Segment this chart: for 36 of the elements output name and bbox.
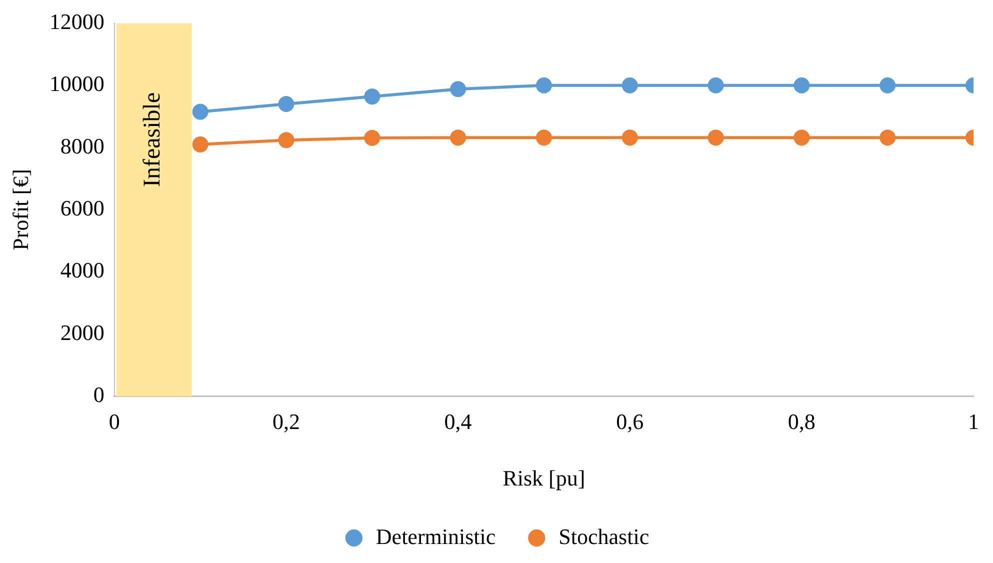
point (708, 77, 724, 94)
point (880, 77, 896, 94)
y-tick-label: 12000 (49, 8, 104, 34)
point (192, 136, 208, 152)
y-tick-label: 4000 (60, 258, 104, 283)
point (622, 77, 638, 94)
point (364, 88, 380, 105)
x-tick-label: 1 (968, 409, 979, 434)
point (536, 130, 552, 146)
x-axis-title: Risk [pu] (502, 466, 586, 491)
point (278, 96, 294, 112)
point (708, 130, 724, 146)
legend-label: Stochastic (558, 524, 650, 549)
y-axis-title: Profit [€] (8, 169, 33, 250)
point (794, 77, 810, 94)
point (880, 130, 896, 146)
point (450, 130, 466, 146)
point (536, 77, 552, 94)
point (364, 130, 380, 146)
point (794, 130, 810, 146)
point (192, 104, 208, 120)
y-tick-label: 10000 (49, 71, 104, 96)
band-label: Infeasible (139, 92, 166, 188)
y-tick-label: 0 (93, 382, 104, 407)
x-tick-label: 0 (108, 409, 120, 434)
point (622, 130, 638, 146)
x-tick-label: 0,4 (444, 409, 472, 434)
y-tick-label: 6000 (60, 195, 104, 220)
x-tick-label: 0,2 (272, 409, 300, 434)
x-tick-label: 0,6 (616, 409, 644, 434)
y-tick-label: 8000 (60, 133, 104, 158)
x-tick-label: 0,8 (788, 409, 816, 434)
point (450, 81, 466, 98)
legend-label: Deterministic (376, 524, 496, 549)
y-tick-label: 2000 (60, 320, 104, 345)
point (278, 132, 294, 148)
